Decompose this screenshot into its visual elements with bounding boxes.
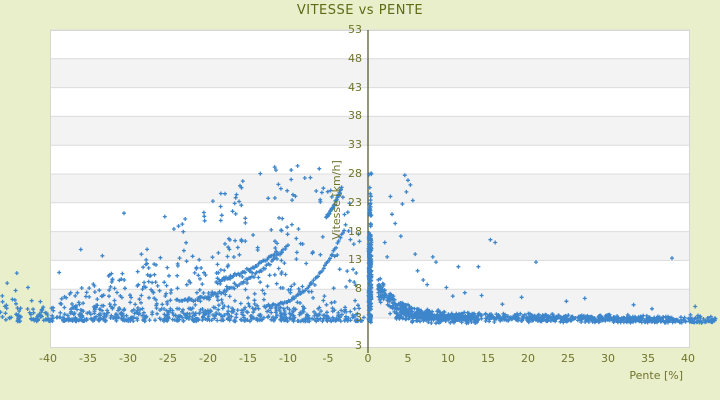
x-axis-tick-label: 40 <box>681 352 695 365</box>
y-axis-tick-label: 48 <box>348 51 362 65</box>
x-axis-tick-label: 0 <box>364 352 372 365</box>
y-axis-tick-label: 8 <box>355 282 362 296</box>
x-axis-tick-label: -35 <box>79 352 97 365</box>
x-axis-tick-label: 35 <box>641 352 655 365</box>
x-axis-tick-label: -25 <box>159 352 177 365</box>
x-axis-tick-label: 20 <box>521 352 535 365</box>
grid-band <box>50 116 690 146</box>
x-axis-tick-label: -30 <box>119 352 137 365</box>
x-axis-tick-label: -10 <box>279 352 297 365</box>
y-axis-tick-label: 33 <box>348 138 362 152</box>
grid-band <box>50 58 690 88</box>
y-axis-tick-label: 38 <box>348 109 362 123</box>
x-axis-tick-label: -20 <box>199 352 217 365</box>
x-axis-tick-label: -40 <box>39 352 57 365</box>
x-axis-tick-label: 10 <box>441 352 455 365</box>
y-axis-tick-label: 43 <box>348 80 362 94</box>
y-axis-tick-label: 13 <box>348 253 362 267</box>
y-axis-tick-label: 3 <box>355 311 362 324</box>
x-axis-tick-label: -5 <box>322 352 334 365</box>
x-axis-tick-label: -15 <box>239 352 257 365</box>
x-axis-tick-label: 15 <box>481 352 495 365</box>
x-axis-tick-label: 5 <box>404 352 412 365</box>
y-axis-tick-label: 28 <box>348 167 362 180</box>
plot-border <box>50 30 690 348</box>
x-axis-tick-label: 25 <box>561 352 575 365</box>
y-axis-tick-label: 53 <box>348 23 362 36</box>
y-axis-tick-label: 18 <box>348 224 362 238</box>
y-axis-title: Vitesse [km/h] <box>330 160 343 240</box>
y-axis-bottom-edge-label: 3 <box>355 339 362 352</box>
y-axis-tick-label: 23 <box>348 195 362 209</box>
scatter-points <box>0 163 718 326</box>
x-axis-tick-label: 30 <box>601 352 615 365</box>
x-axis-title: Pente [%] <box>629 369 683 382</box>
chart-title: VITESSE vs PENTE <box>296 3 424 18</box>
